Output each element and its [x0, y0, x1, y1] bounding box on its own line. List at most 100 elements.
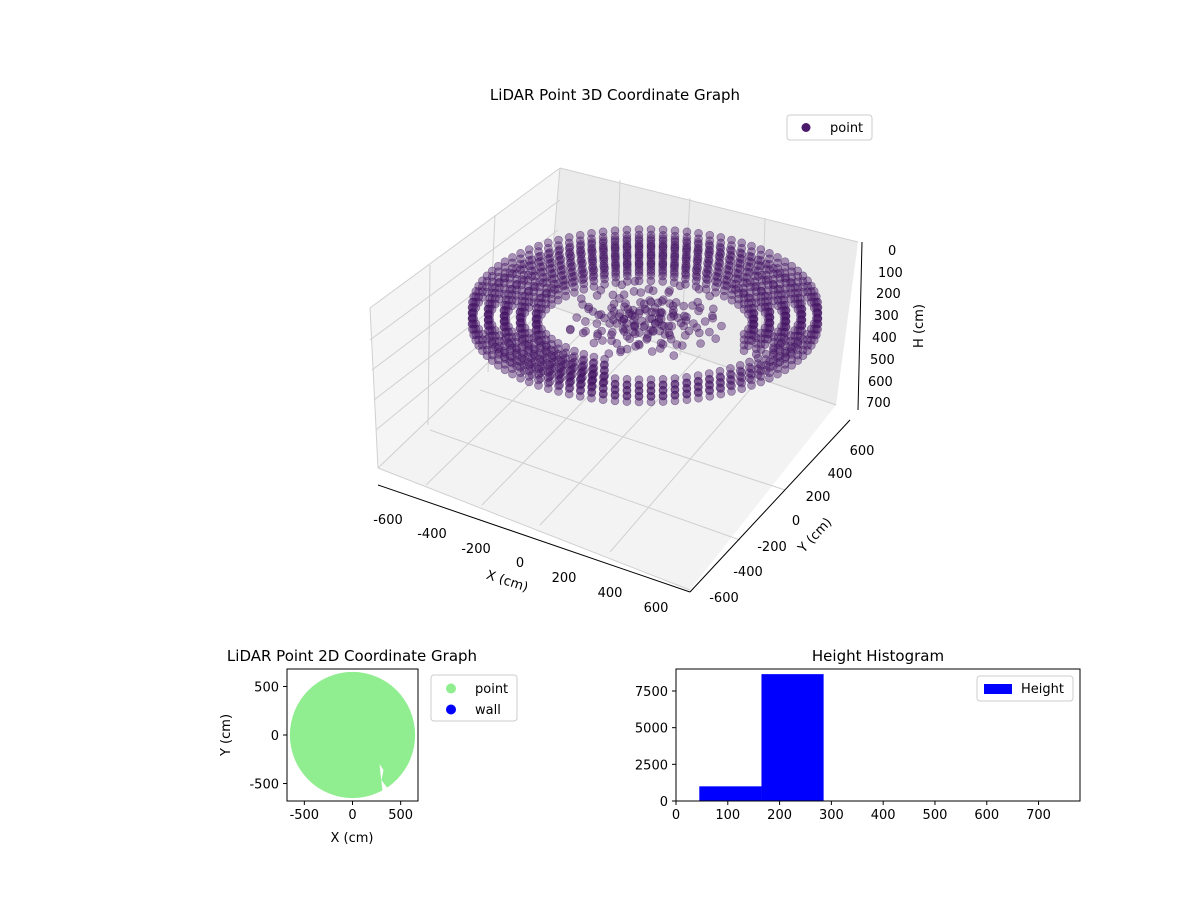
y-tick-label: 5000 — [635, 722, 668, 737]
data-point — [564, 389, 574, 399]
data-point — [556, 373, 566, 383]
point-cloud-3d — [467, 225, 823, 407]
data-point — [622, 331, 632, 341]
data-point — [727, 295, 737, 305]
x-tick-label: 200 — [552, 571, 577, 586]
data-point — [745, 293, 755, 303]
data-point — [653, 298, 663, 308]
data-point — [587, 387, 597, 397]
y-tick-label: 500 — [254, 680, 279, 695]
data-point — [669, 351, 679, 360]
data-point — [487, 356, 497, 365]
y-tick-label: 200 — [806, 490, 831, 505]
y-ticks: -600 -400 -200 0 200 400 600 — [709, 444, 874, 606]
data-point — [605, 319, 615, 328]
data-point — [608, 290, 618, 300]
point-cloud-disk — [289, 671, 416, 799]
data-point — [734, 300, 743, 309]
data-point — [617, 280, 627, 290]
data-point — [705, 327, 714, 337]
data-point — [607, 336, 616, 346]
data-point — [694, 328, 704, 338]
data-point — [622, 344, 632, 354]
gridline — [547, 304, 837, 406]
chart-2d: LiDAR Point 2D Coordinate Graph -500 0 500… — [219, 647, 518, 846]
data-point — [648, 327, 658, 336]
gridline — [369, 167, 561, 309]
data-point — [645, 296, 655, 305]
x-ticks: -600 -400 -200 0 200 400 600 — [373, 513, 668, 616]
data-point — [622, 268, 632, 278]
data-point — [507, 301, 517, 311]
z-tick-label: 300 — [874, 309, 899, 324]
data-point — [701, 284, 711, 294]
data-point — [554, 387, 563, 396]
gridline — [481, 337, 646, 506]
y-tick-label: 0 — [792, 514, 800, 529]
data-point — [700, 317, 710, 326]
data-point — [471, 335, 481, 345]
data-point — [737, 384, 747, 394]
data-point — [599, 252, 608, 262]
data-point — [644, 284, 654, 294]
legend-swatch-height — [984, 684, 1012, 694]
data-point — [750, 282, 760, 292]
data-point — [474, 298, 484, 307]
data-point — [787, 278, 797, 288]
data-point — [765, 373, 774, 383]
data-point — [490, 299, 500, 309]
data-point — [705, 291, 715, 301]
data-point — [592, 291, 602, 300]
data-point — [534, 381, 543, 390]
data-point — [543, 384, 553, 394]
chart-histogram: Height Histogram 0 100 200 300 400 500 600 7000… — [635, 647, 1081, 823]
data-point — [508, 369, 517, 379]
data-point — [572, 313, 582, 322]
data-point — [666, 312, 676, 322]
data-point — [565, 325, 575, 335]
data-point — [636, 288, 646, 297]
data-point — [793, 356, 803, 365]
data-point — [673, 313, 683, 323]
data-point — [561, 291, 571, 301]
data-point — [780, 365, 790, 375]
data-point — [618, 324, 628, 334]
data-point — [642, 333, 652, 343]
gridline — [427, 264, 431, 426]
data-point — [500, 365, 510, 375]
y-tick-label: -400 — [733, 565, 763, 580]
data-point — [485, 310, 495, 320]
data-point — [711, 334, 721, 344]
data-point — [747, 381, 756, 390]
data-point — [581, 317, 590, 326]
y-tick-label: 7500 — [635, 685, 668, 700]
gridline — [479, 389, 786, 491]
gridline — [679, 197, 691, 356]
data-point — [622, 397, 632, 406]
data-point — [726, 380, 735, 390]
z-tick-label: 200 — [876, 287, 901, 302]
data-point — [727, 387, 736, 396]
legend-label-height: Height — [1021, 682, 1064, 697]
x-tick-label: 300 — [819, 808, 844, 823]
data-point — [627, 311, 637, 320]
chart-3d: LiDAR Point 3D Coordinate Graph -600 -40… — [369, 86, 927, 616]
data-point — [811, 308, 821, 318]
pane-left — [370, 168, 560, 468]
gap-region — [379, 764, 390, 801]
y-tick-label: 0 — [660, 795, 668, 810]
data-point — [642, 334, 652, 344]
data-point — [588, 381, 597, 391]
data-point — [616, 347, 625, 357]
data-point — [656, 307, 666, 317]
legend-marker-point — [446, 683, 456, 694]
data-point — [708, 304, 718, 314]
data-point — [482, 351, 492, 361]
data-point — [655, 326, 665, 336]
data-point — [505, 284, 515, 294]
data-point — [555, 380, 564, 390]
data-point — [717, 321, 726, 331]
data-point — [576, 385, 586, 395]
z-tick-label: 100 — [878, 266, 903, 281]
